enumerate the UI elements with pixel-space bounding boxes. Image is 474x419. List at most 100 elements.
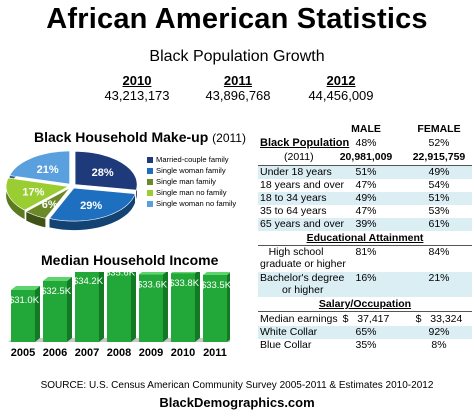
income-title: Median Household Income	[41, 252, 219, 268]
row-label: Median earnings	[260, 313, 338, 325]
black-pop-label: Black Population	[260, 137, 350, 149]
row-label-line2: or higher	[282, 284, 324, 296]
row-male: 51%	[355, 166, 377, 178]
bar-category-label: 2007	[75, 347, 99, 359]
bar-category-label: 2005	[11, 347, 35, 359]
table-row: High school 81% 84% graduate or higher	[258, 246, 472, 271]
bar-category-label: 2009	[139, 347, 163, 359]
row-female: 8%	[431, 339, 447, 351]
row-label: 65 years and over	[260, 218, 345, 230]
bar-top	[11, 286, 40, 290]
bar	[139, 274, 163, 342]
pie-slice	[74, 151, 138, 191]
legend-item: Married-couple family	[147, 154, 236, 165]
population-year: 2010	[122, 73, 152, 88]
table-divider	[258, 311, 472, 312]
table-row: Median earnings $ 37,417 $ 33,324	[258, 313, 472, 326]
bar-side	[35, 286, 40, 342]
bar-top	[139, 272, 166, 275]
bar-category-label: 2010	[171, 347, 195, 359]
bar	[11, 290, 35, 342]
col-female-header: FEMALE	[417, 123, 461, 135]
row-label: 18 years and over	[260, 179, 345, 191]
source-note: SOURCE: U.S. Census American Community S…	[40, 380, 434, 391]
legend-item: Single man family	[147, 176, 236, 187]
row-male: 47%	[355, 179, 377, 191]
population-2010: 2010 43,213,173	[82, 73, 192, 103]
row-male: 49%	[355, 192, 377, 204]
row-label-line1: High school	[268, 246, 324, 258]
household-title-text: Black Household Make-up	[34, 129, 209, 145]
table-divider	[258, 165, 472, 166]
pie-data-label: 17%	[22, 187, 44, 199]
edu-section-title: Educational Attainment	[306, 232, 424, 244]
legend-swatch	[147, 167, 153, 174]
pie-slice	[48, 187, 136, 222]
bar-data-label: $31.0K	[9, 295, 40, 306]
row-female: 92%	[428, 326, 450, 338]
household-title: Black Household Make-up (2011)	[34, 129, 246, 145]
bar-data-label: $33.8K	[169, 278, 200, 289]
legend-swatch	[147, 156, 153, 163]
household-title-year: (2011)	[212, 131, 246, 145]
row-male: 39%	[355, 218, 377, 230]
row-female: 61%	[428, 218, 450, 230]
population-year: 2011	[223, 73, 253, 88]
pie-slice-side	[49, 193, 135, 231]
table-header-row: MALE FEMALE	[258, 123, 472, 136]
black-pop-pct-female: 52%	[428, 137, 450, 149]
bar	[107, 272, 131, 342]
legend-item: Single woman no family	[147, 198, 236, 209]
black-pop-pct-row: Black Population 48% 52%	[258, 137, 472, 150]
row-male: 65%	[355, 326, 377, 338]
row-label: 18 to 34 years	[260, 192, 327, 204]
household-pie-chart: 28% 29% 6%17% 21%	[5, 150, 138, 231]
legend-item: Single woman family	[147, 165, 236, 176]
bar-top	[203, 272, 230, 275]
bar-side	[163, 272, 168, 342]
bar	[43, 281, 67, 342]
bar-data-label: $35.6K	[105, 272, 136, 278]
population-2011: 2011 43,896,768	[183, 73, 293, 103]
legend-label: Single man no family	[156, 188, 227, 197]
pie-slice-side	[26, 211, 46, 228]
income-bar-chart: $31.0K 2005 $32.5K 2006 $34.2K 2007 $35.6K 2008…	[8, 272, 230, 359]
row-label: Blue Collar	[260, 339, 312, 351]
pie-slice	[5, 177, 70, 211]
row-label-line2: graduate or higher	[260, 258, 346, 270]
bar-category-label: 2008	[107, 347, 131, 359]
row-male: $ 37,417	[342, 313, 390, 325]
row-label: White Collar	[260, 326, 318, 338]
row-male: 16%	[355, 272, 377, 284]
row-male: 81%	[355, 246, 377, 258]
pie-slice	[25, 187, 71, 219]
row-female: $ 33,324	[415, 313, 463, 325]
bar-top	[171, 272, 197, 274]
table-row: Under 18 years 51% 49%	[258, 166, 472, 179]
bar-data-label: $34.2K	[73, 276, 104, 287]
black-pop-count-row: (2011) 20,981,009 22,915,759	[258, 151, 472, 164]
pie-slice-side	[6, 178, 25, 220]
bar	[75, 272, 99, 342]
pie-data-label: 28%	[92, 167, 114, 179]
bar-side	[227, 272, 230, 342]
bar-side	[131, 272, 136, 342]
bar-data-label: $33.5K	[201, 280, 230, 291]
population-value: 43,896,768	[205, 88, 271, 103]
row-label: Under 18 years	[260, 166, 332, 178]
row-label-line1: Bachelor's degree	[260, 272, 345, 284]
legend-label: Single woman family	[156, 166, 226, 175]
pie-data-label: 21%	[37, 164, 59, 176]
table-row: 65 years and over 39% 61%	[258, 218, 472, 231]
table-divider	[258, 245, 472, 246]
legend-label: Single man family	[156, 177, 216, 186]
table-row: 18 to 34 years 49% 51%	[258, 192, 472, 205]
row-female: 21%	[428, 272, 450, 284]
table-row: Bachelor's degree 16% 21% or higher	[258, 272, 472, 297]
population-subtitle: Black Population Growth	[149, 48, 325, 65]
table-row: Blue Collar 35% 8%	[258, 339, 472, 352]
row-male: 47%	[355, 205, 377, 217]
row-female: 49%	[428, 166, 450, 178]
bar-side	[99, 272, 104, 342]
table-row: 35 to 64 years 47% 53%	[258, 205, 472, 218]
